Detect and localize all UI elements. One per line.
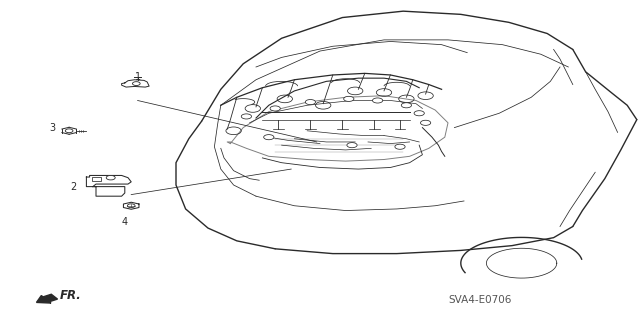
Polygon shape [86,175,131,187]
Text: SVA4-E0706: SVA4-E0706 [448,295,512,305]
Text: FR.: FR. [60,289,81,301]
FancyArrow shape [36,294,58,303]
Text: 1: 1 [134,71,141,82]
Polygon shape [93,187,125,196]
Circle shape [372,98,383,103]
Circle shape [414,111,424,116]
Circle shape [401,103,412,108]
Polygon shape [124,202,139,209]
Circle shape [264,135,274,140]
Circle shape [106,175,115,180]
Circle shape [420,120,431,125]
Polygon shape [122,80,149,87]
Circle shape [305,100,316,105]
Text: 2: 2 [70,182,77,192]
Circle shape [270,106,280,111]
Circle shape [347,143,357,148]
Circle shape [395,144,405,149]
Text: 4: 4 [122,217,128,227]
Circle shape [344,96,354,101]
Bar [92,177,101,181]
Circle shape [241,114,252,119]
Text: 3: 3 [49,122,56,133]
